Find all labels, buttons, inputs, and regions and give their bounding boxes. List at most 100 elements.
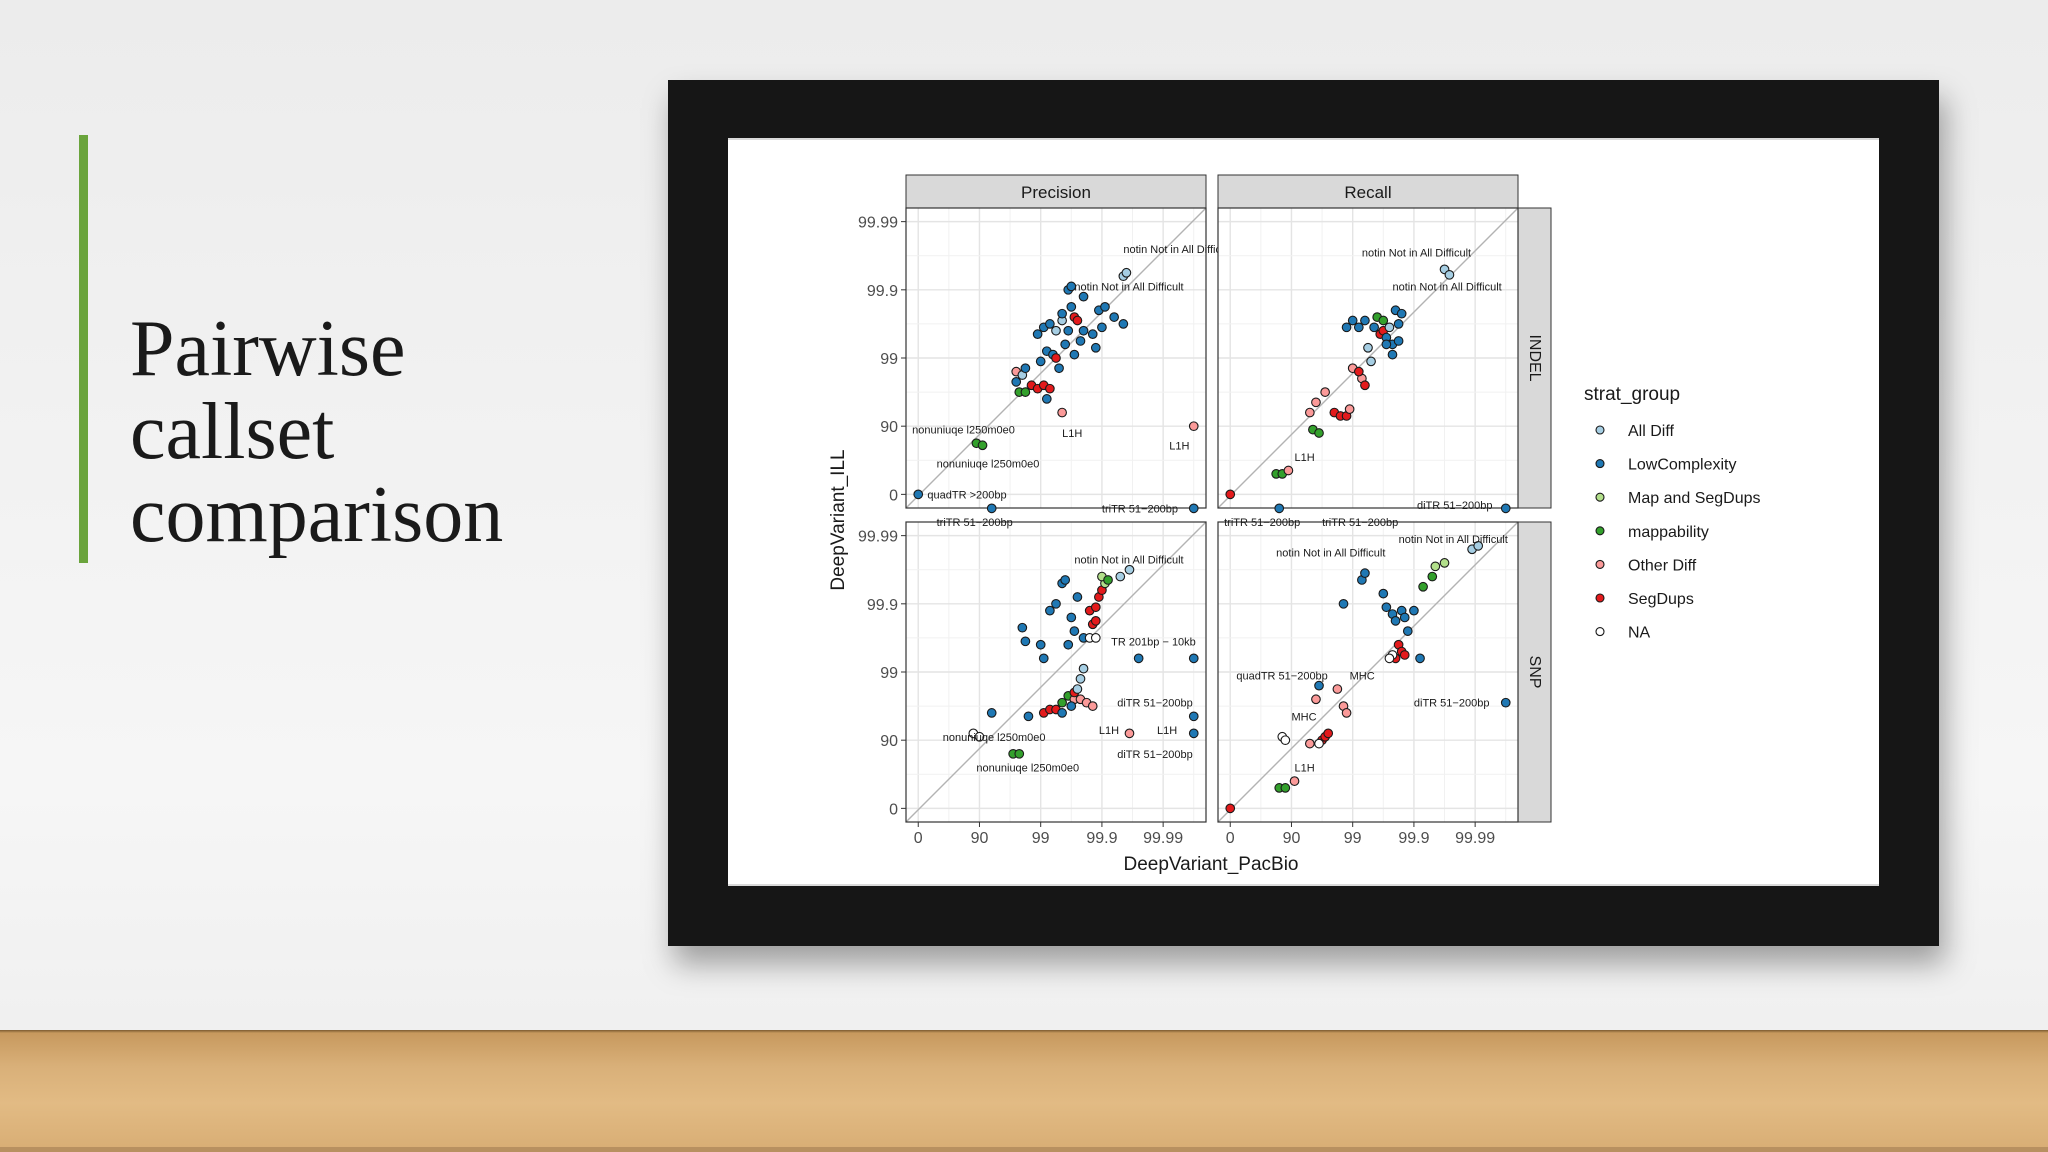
x-tick-label: 90	[1283, 830, 1301, 847]
data-point	[1090, 616, 1101, 626]
data-point	[1393, 319, 1404, 329]
x-tick-label: 99.99	[1143, 830, 1183, 847]
x-tick-label: 99.9	[1086, 830, 1117, 847]
facet-strip-indel	[1517, 207, 1552, 509]
point-annotation: nonuniuqe l250m0e0	[937, 459, 1040, 471]
data-point	[1396, 308, 1407, 319]
facet-strip-snp	[1517, 521, 1552, 823]
legend-key	[1595, 425, 1605, 435]
point-annotation: MHC	[1350, 670, 1375, 682]
data-point	[1353, 322, 1364, 333]
data-point	[1314, 680, 1324, 691]
data-point	[1072, 315, 1083, 326]
data-point	[1097, 322, 1107, 333]
data-point	[1078, 325, 1089, 336]
legend-label: NA	[1628, 625, 1651, 642]
x-tick-label: 99.9	[1398, 830, 1429, 847]
data-point	[1057, 407, 1067, 418]
legend-label: Other Diff	[1628, 557, 1697, 574]
facet-strip-recall	[1217, 174, 1519, 209]
point-annotation: diTR 51−200bp	[1417, 500, 1493, 512]
data-point	[1075, 336, 1086, 346]
data-point	[1188, 711, 1199, 722]
legend-key	[1595, 559, 1605, 569]
data-point	[1225, 489, 1236, 500]
data-point	[1381, 339, 1392, 350]
data-point	[1366, 356, 1376, 367]
data-point	[1011, 377, 1022, 387]
data-point	[1115, 571, 1126, 582]
data-point	[1109, 312, 1120, 322]
data-point	[1280, 735, 1291, 746]
data-point	[1118, 319, 1129, 329]
data-point	[1023, 711, 1034, 722]
data-point	[1020, 363, 1031, 374]
floor-edge	[0, 1147, 2048, 1152]
data-point	[1444, 269, 1455, 280]
data-point	[1430, 561, 1441, 572]
data-point	[1045, 383, 1055, 394]
legend-key	[1595, 459, 1605, 469]
data-point	[1390, 616, 1401, 626]
data-point	[1378, 588, 1389, 599]
data-point	[1188, 653, 1199, 664]
point-annotation: L1H	[1099, 725, 1119, 737]
data-point	[1063, 639, 1074, 650]
point-annotation: L1H	[1169, 440, 1189, 452]
legend-label: mappability	[1628, 524, 1709, 541]
point-annotation: quadTR >200bp	[927, 489, 1006, 501]
data-point	[1363, 342, 1373, 353]
data-point	[1381, 602, 1392, 613]
data-point	[1344, 404, 1355, 414]
data-point	[1283, 465, 1294, 476]
y-tick-label: 90	[880, 733, 898, 750]
data-point	[1063, 325, 1074, 336]
data-point	[1341, 708, 1352, 718]
data-point	[1323, 728, 1334, 739]
point-annotation: L1H	[1062, 428, 1082, 440]
data-point	[1103, 575, 1113, 585]
point-annotation: notin Not in All Difficult	[1276, 548, 1385, 560]
point-annotation: quadTR 51−200bp	[1236, 670, 1327, 682]
point-annotation: diTR 51−200bp	[1117, 749, 1193, 761]
data-point	[1289, 776, 1300, 786]
data-point	[1032, 329, 1043, 339]
facet-label-recall: Recall	[1344, 183, 1391, 202]
data-point	[1133, 653, 1144, 664]
data-point	[1014, 748, 1025, 759]
data-point	[1060, 575, 1071, 585]
data-point	[1121, 267, 1132, 278]
data-point	[1418, 581, 1428, 592]
data-point	[1274, 503, 1285, 514]
point-annotation: nonuniuqe l250m0e0	[976, 762, 1079, 774]
point-annotation: notin Not in All Difficult	[1074, 555, 1183, 567]
data-point	[1124, 564, 1135, 575]
data-point	[1100, 302, 1110, 312]
point-annotation: triTR 51−200bp	[1322, 517, 1398, 529]
data-point	[1051, 353, 1061, 363]
legend-key	[1595, 627, 1605, 637]
title-accent-bar	[79, 135, 88, 563]
data-point	[1087, 701, 1098, 711]
data-point	[1045, 319, 1055, 329]
facet-label-precision: Precision	[1021, 183, 1091, 202]
data-point	[1051, 598, 1061, 609]
y-tick-label: 99	[880, 351, 898, 368]
data-point	[1020, 387, 1031, 397]
data-point	[1304, 738, 1315, 749]
point-annotation: nonuniuqe l250m0e0	[912, 425, 1015, 437]
legend-label: SegDups	[1628, 591, 1694, 608]
y-tick-label: 99.9	[867, 597, 898, 614]
data-point	[1399, 612, 1410, 623]
point-annotation: diTR 51−200bp	[1414, 698, 1490, 710]
data-point	[1304, 407, 1315, 418]
y-axis-title: DeepVariant_ILL	[828, 449, 849, 590]
data-point	[1041, 394, 1052, 404]
chart-mat: Precision Recall INDEL SNP 0 90 99 99.9 99.99 not…	[728, 140, 1879, 884]
facet-label-snp: SNP	[1526, 656, 1543, 689]
data-point	[1066, 701, 1077, 711]
data-point	[1225, 803, 1236, 814]
point-annotation: notin Not in All Difficult	[1362, 247, 1471, 259]
data-point	[1402, 626, 1413, 636]
